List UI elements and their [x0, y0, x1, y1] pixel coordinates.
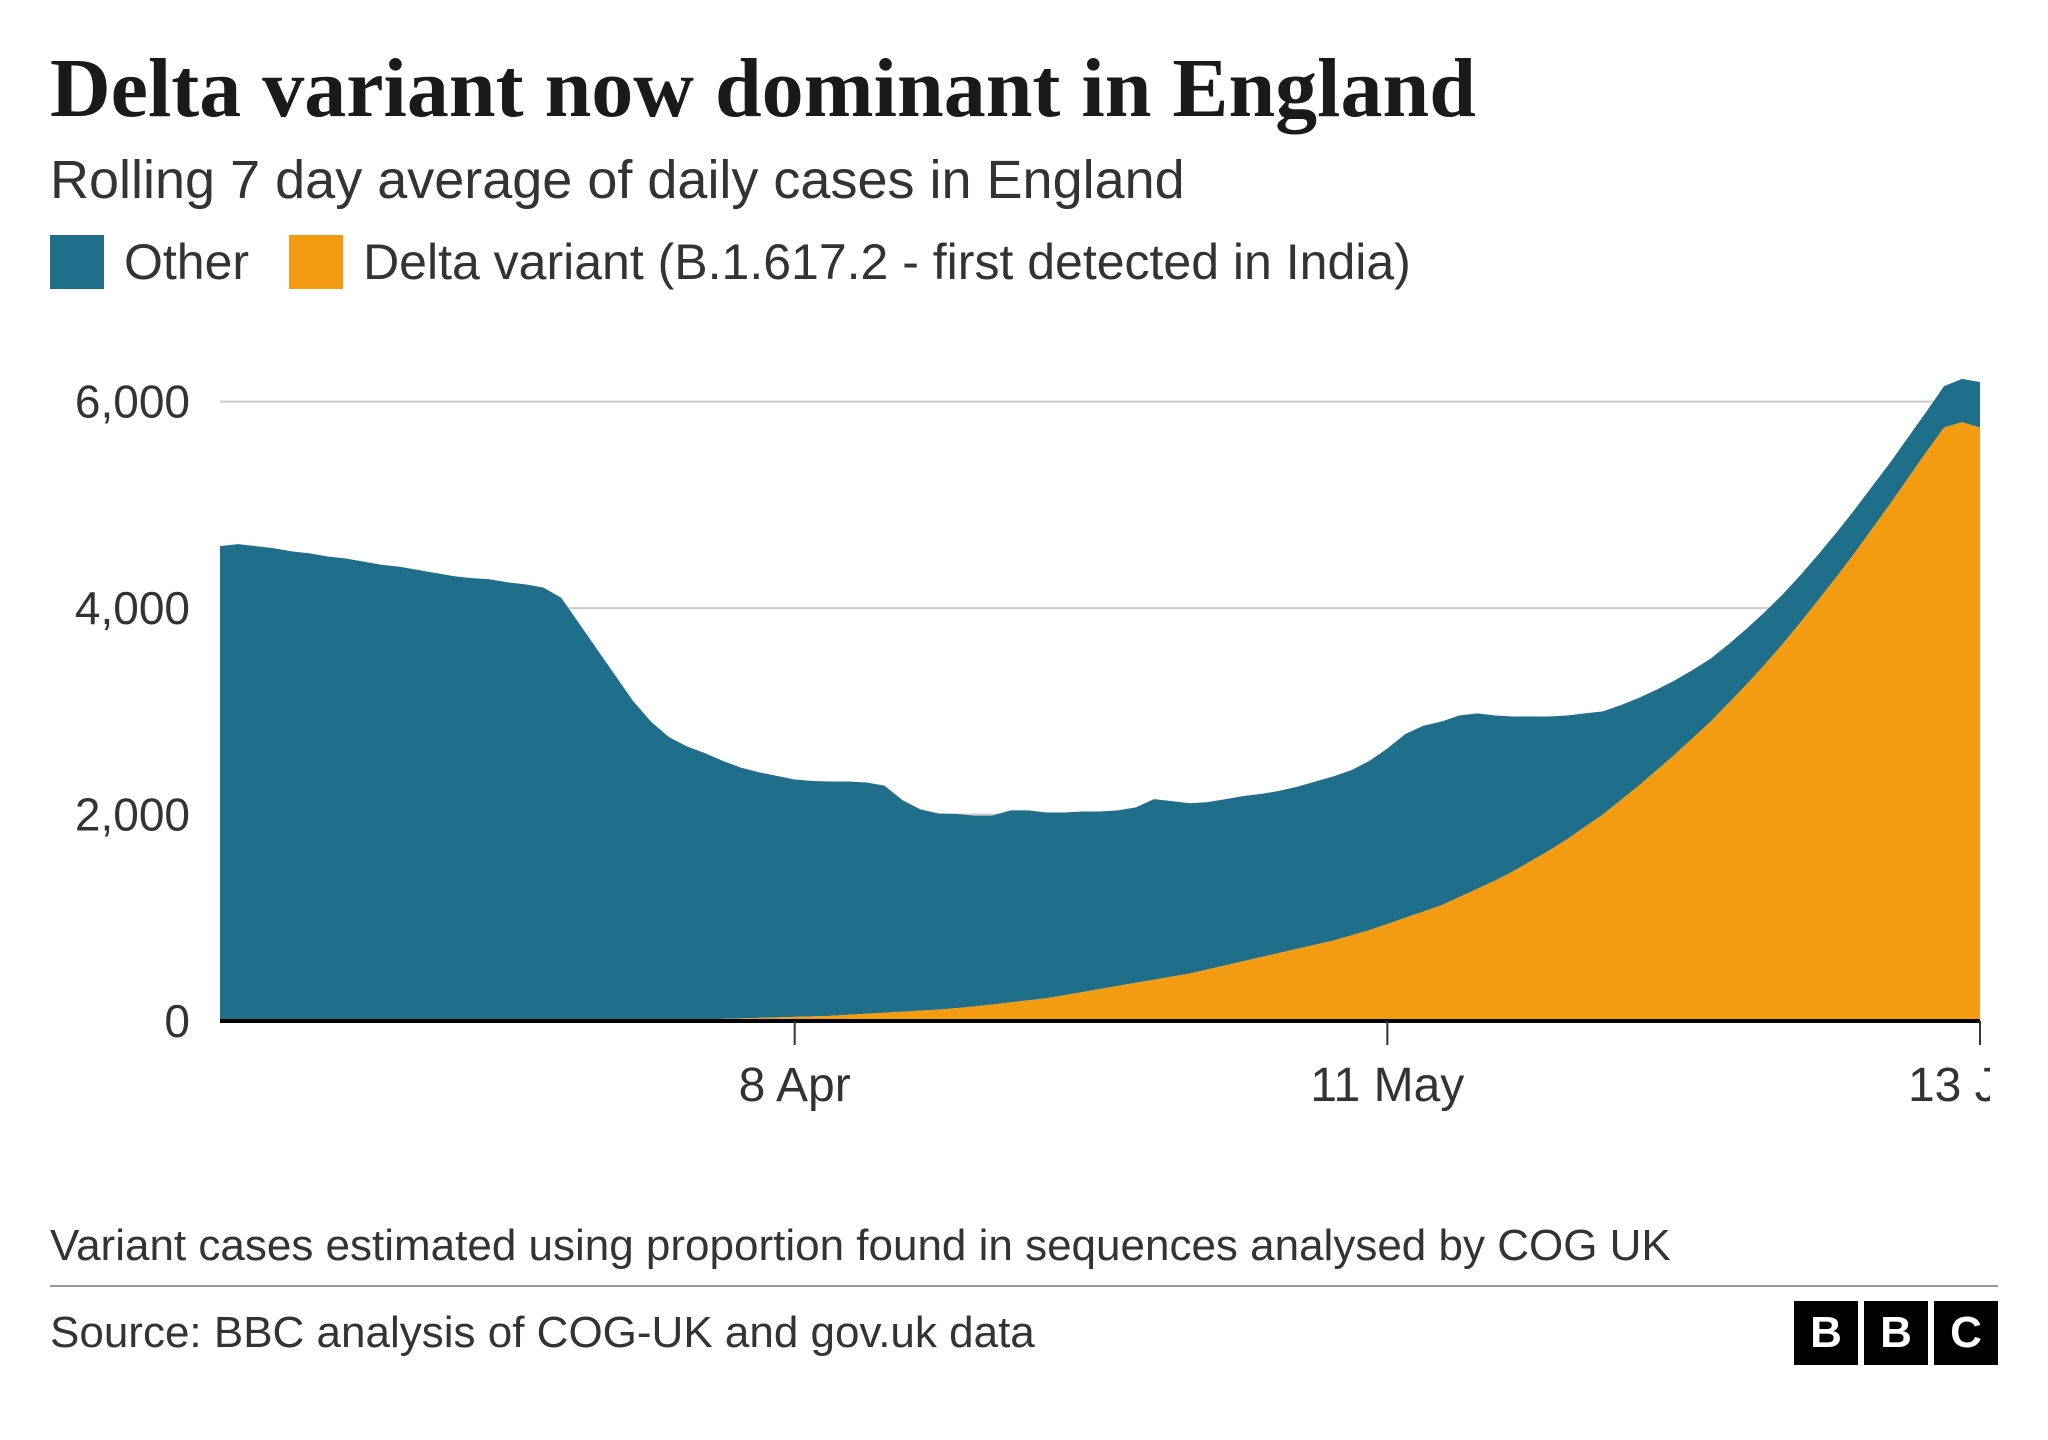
ytick-label: 4,000 [75, 582, 190, 634]
bbc-logo-b1: B [1794, 1301, 1858, 1365]
legend: Other Delta variant (B.1.617.2 - first d… [50, 233, 1998, 291]
legend-swatch-delta [289, 235, 343, 289]
chart-subtitle: Rolling 7 day average of daily cases in … [50, 149, 1998, 211]
ytick-label: 2,000 [75, 789, 190, 841]
source-row: Source: BBC analysis of COG-UK and gov.u… [50, 1301, 1998, 1365]
legend-item-delta: Delta variant (B.1.617.2 - first detecte… [289, 233, 1411, 291]
xtick-label: 13 Jun [1908, 1059, 1990, 1112]
xtick-label: 8 Apr [739, 1059, 851, 1112]
chart-area: 0 2,000 4,000 6,000 8 Apr 11 May 13 Jun [50, 371, 1990, 1131]
ytick-label: 6,000 [75, 376, 190, 428]
legend-label-other: Other [124, 233, 249, 291]
bbc-logo-c: C [1934, 1301, 1998, 1365]
legend-swatch-other [50, 235, 104, 289]
chart-footnote: Variant cases estimated using proportion… [50, 1221, 1998, 1287]
ytick-label: 0 [164, 995, 190, 1047]
chart-title: Delta variant now dominant in England [50, 40, 1998, 137]
bbc-logo: B B C [1794, 1301, 1998, 1365]
xtick-label: 11 May [1310, 1059, 1464, 1112]
legend-label-delta: Delta variant (B.1.617.2 - first detecte… [363, 233, 1411, 291]
stacked-area-chart: 0 2,000 4,000 6,000 8 Apr 11 May 13 Jun [50, 371, 1990, 1131]
legend-item-other: Other [50, 233, 249, 291]
source-text: Source: BBC analysis of COG-UK and gov.u… [50, 1308, 1035, 1358]
bbc-logo-b2: B [1864, 1301, 1928, 1365]
